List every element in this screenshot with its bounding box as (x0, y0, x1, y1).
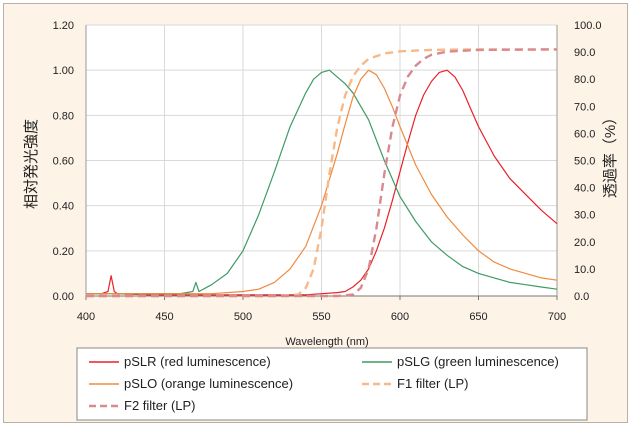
chart-frame: 0.00 0.20 0.40 0.60 0.80 1.00 1.20 0.0 10.0 20.0 3… (3, 3, 628, 423)
series-line-4 (86, 48, 557, 298)
legend-box (76, 347, 588, 421)
x-axis-title: Wavelength (nm) (285, 336, 368, 348)
right-tick-label: 80.0 (574, 74, 595, 86)
x-tick-label: 550 (312, 311, 330, 323)
left-tick-label: 0.00 (53, 291, 74, 303)
right-tick-label: 10.0 (574, 264, 595, 276)
right-tick-label: 60.0 (574, 128, 595, 140)
chart-canvas: 0.00 0.20 0.40 0.60 0.80 1.00 1.20 0.0 10.0 20.0 3… (23, 20, 619, 421)
right-tick-label: 90.0 (574, 47, 595, 59)
legend-label-2: pSLG (green luminescence) (397, 354, 559, 369)
series-line-1 (86, 69, 558, 296)
x-tick-label: 600 (391, 311, 409, 323)
right-tick-label: 70.0 (574, 101, 595, 113)
x-tick-label: 700 (548, 311, 566, 323)
left-tick-label: 1.00 (53, 65, 74, 77)
grid-layer (85, 24, 558, 297)
left-tick-label: 0.20 (53, 246, 74, 258)
series-line-5 (86, 48, 558, 298)
series-layer (86, 48, 558, 298)
x-tick-label: 400 (77, 311, 95, 323)
right-tick-label: 20.0 (574, 237, 595, 249)
legend-label-3: pSLO (orange luminescence) (124, 376, 293, 391)
legend-label-4: F1 filter (LP) (397, 376, 469, 391)
left-tick-label: 0.40 (53, 201, 74, 213)
x-tick-label: 500 (234, 311, 252, 323)
x-tick-label: 650 (469, 311, 487, 323)
right-axis-title: 透過率（%） (602, 110, 619, 198)
legend-label-5: F2 filter (LP) (124, 398, 196, 413)
left-tick-label: 1.20 (53, 20, 74, 32)
left-tick-label: 0.60 (53, 156, 74, 168)
legend-label-1: pSLR (red luminescence) (124, 354, 271, 369)
right-tick-label: 50.0 (574, 156, 595, 168)
series-line-3 (86, 69, 558, 295)
left-axis-title: 相対発光強度 (23, 119, 40, 209)
right-tick-label: 40.0 (574, 183, 595, 195)
left-tick-label: 0.80 (53, 110, 74, 122)
legend: pSLR (red luminescence) pSLG (green lumin… (76, 347, 588, 421)
right-tick-label: 0.0 (574, 291, 589, 303)
series-line-2 (86, 69, 558, 295)
x-tick-label: 450 (155, 311, 173, 323)
right-tick-label: 100.0 (574, 20, 602, 32)
ticks-layer: 0.00 0.20 0.40 0.60 0.80 1.00 1.20 0.0 10.0 20.0 3… (53, 20, 602, 323)
right-tick-label: 30.0 (574, 210, 595, 222)
